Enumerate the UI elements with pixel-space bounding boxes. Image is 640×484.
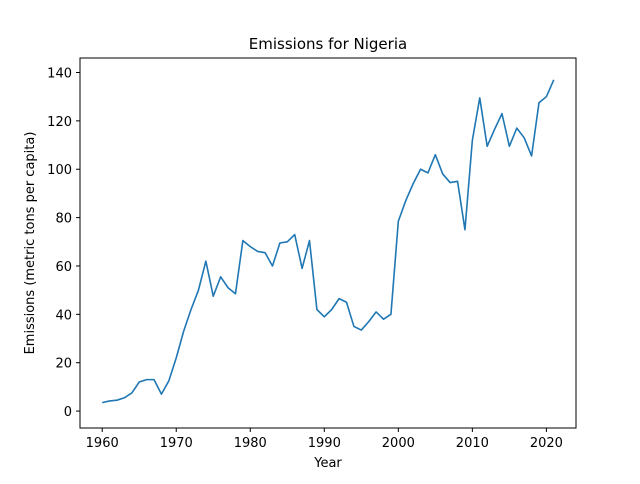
y-tick-label: 0 — [64, 405, 72, 420]
chart-title: Emissions for Nigeria — [249, 35, 407, 53]
y-tick-label: 60 — [55, 260, 72, 275]
x-axis-label: Year — [313, 456, 342, 471]
y-tick-label: 80 — [55, 212, 72, 227]
x-tick-label: 1990 — [308, 436, 341, 451]
x-tick-label: 1970 — [160, 436, 193, 451]
plot-frame — [79, 57, 577, 429]
x-tick-label: 2000 — [382, 436, 415, 451]
x-tick-label: 1960 — [86, 436, 119, 451]
series-line-0 — [102, 79, 555, 404]
y-axis-label: Emissions (metric tons per capita) — [23, 132, 38, 355]
y-tick-label: 40 — [55, 308, 72, 323]
x-tick-label: 2020 — [530, 436, 563, 451]
x-tick-label: 1980 — [234, 436, 267, 451]
y-tick-label: 20 — [55, 357, 72, 372]
y-tick-label: 100 — [47, 163, 72, 178]
y-tick-label: 120 — [47, 115, 72, 130]
y-tick-label: 140 — [47, 67, 72, 82]
x-tick-label: 2010 — [456, 436, 489, 451]
plot-area: 1960 1970 1980 1990 2000 2010 2020 0 20 40 60 80 100… — [47, 57, 577, 451]
